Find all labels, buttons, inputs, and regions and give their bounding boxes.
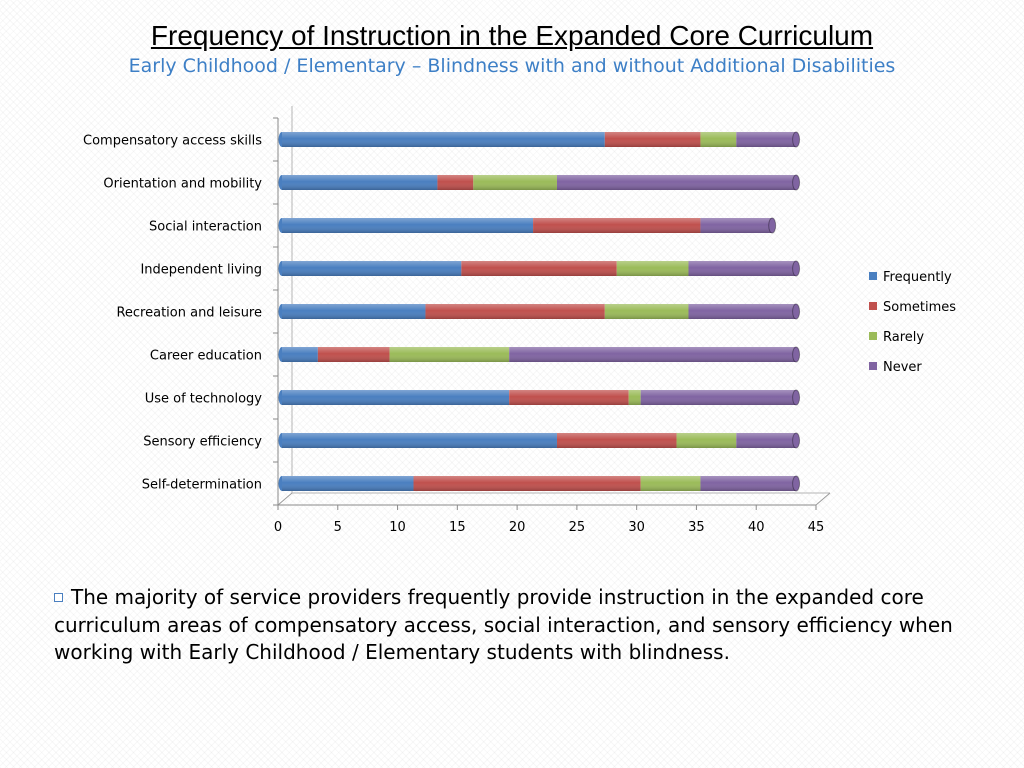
bullet-square-icon: [54, 593, 63, 602]
x-tick-label: 30: [628, 520, 645, 535]
chart-axes: [273, 106, 831, 510]
bar-cap-right: [792, 432, 801, 449]
legend-label: Never: [883, 360, 922, 375]
bar-shading: [282, 476, 797, 491]
x-tick-label: 35: [688, 520, 705, 535]
bar-cap-right: [792, 131, 801, 148]
bar-cap-right: [792, 260, 801, 277]
chart-bars: [278, 131, 801, 492]
legend-label: Sometimes: [883, 300, 956, 315]
legend-swatch: [869, 302, 877, 310]
chart-subtitle: Early Childhood / Elementary – Blindness…: [128, 55, 896, 77]
x-tick-label: 20: [509, 520, 526, 535]
x-tick-label: 25: [569, 520, 586, 535]
bar-row: [278, 475, 801, 492]
bar-cap-right: [792, 174, 801, 191]
bar-cap-right: [792, 389, 801, 406]
bar-row: [278, 432, 801, 449]
caption: The majority of service providers freque…: [54, 584, 974, 667]
bar-shading: [282, 218, 773, 233]
bar-shading: [282, 390, 797, 405]
bar-shading: [282, 433, 797, 448]
bar-row: [278, 303, 801, 320]
bar-row: [278, 389, 801, 406]
bar-cap-right: [768, 217, 777, 234]
bar-shading: [282, 261, 797, 276]
category-label: Self-determination: [142, 478, 262, 493]
legend-swatch: [869, 272, 877, 280]
floor-edge-right: [815, 492, 831, 506]
x-tick-labels: 0 5 10 15 20 25 30 35 40 45: [274, 520, 824, 535]
category-label: Compensatory access skills: [83, 134, 262, 149]
bar-shading: [282, 132, 797, 147]
legend-swatch: [869, 332, 877, 340]
legend-swatch: [869, 362, 877, 370]
bar-shading: [282, 347, 797, 362]
bar-shading: [282, 175, 797, 190]
bar-cap-right: [792, 346, 801, 363]
stacked-bar-chart: Compensatory access skills Orientation an…: [83, 106, 956, 535]
x-tick-label: 5: [334, 520, 342, 535]
category-label: Social interaction: [149, 220, 262, 235]
category-label: Orientation and mobility: [103, 177, 262, 192]
category-label: Independent living: [140, 263, 262, 278]
bar-row: [278, 131, 801, 148]
x-tick-label: 10: [389, 520, 406, 535]
category-label: Use of technology: [145, 392, 263, 407]
x-tick-label: 40: [748, 520, 765, 535]
category-label: Career education: [150, 349, 262, 364]
x-tick-label: 45: [808, 520, 825, 535]
chart-legend: Frequently Sometimes Rarely Never: [869, 270, 956, 375]
bar-cap-right: [792, 475, 801, 492]
bar-row: [278, 217, 777, 234]
legend-label: Rarely: [883, 330, 924, 345]
category-label: Recreation and leisure: [116, 306, 262, 321]
floor-edge-left: [277, 492, 293, 506]
chart-title: Frequency of Instruction in the Expanded…: [150, 20, 874, 51]
x-tick-label: 0: [274, 520, 282, 535]
bar-row: [278, 174, 801, 191]
legend-label: Frequently: [883, 270, 952, 285]
bar-shading: [282, 304, 797, 319]
bar-cap-right: [792, 303, 801, 320]
bar-row: [278, 260, 801, 277]
category-labels: Compensatory access skills Orientation an…: [83, 134, 262, 493]
category-label: Sensory efficiency: [143, 435, 262, 450]
bar-row: [278, 346, 801, 363]
caption-text: The majority of service providers freque…: [54, 585, 953, 664]
x-tick-label: 15: [449, 520, 466, 535]
